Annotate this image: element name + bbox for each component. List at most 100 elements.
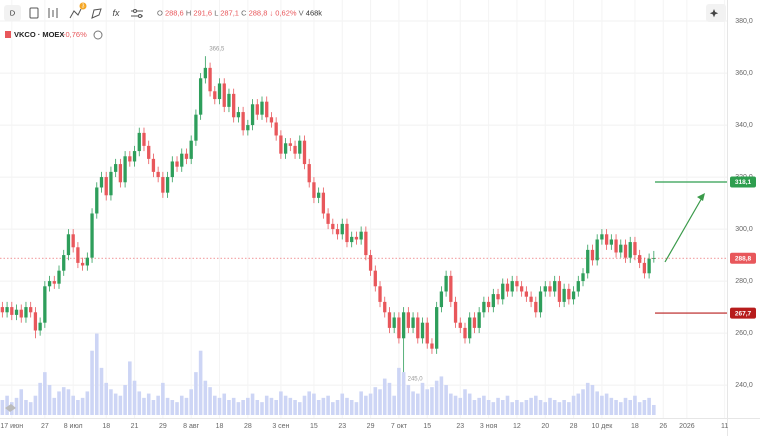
candle-body: [619, 244, 623, 253]
candle-body: [515, 281, 519, 287]
volume-bar: [491, 402, 496, 415]
candle-body: [283, 143, 288, 154]
draw-icon[interactable]: [91, 8, 102, 19]
volume-bar: [5, 395, 9, 415]
volume-bar: [128, 361, 132, 415]
symbol-settings[interactable]: [93, 30, 103, 40]
x-tick-label: 27: [41, 423, 49, 430]
candle-body: [534, 301, 538, 313]
volume-bar: [189, 389, 193, 415]
volume-bar: [368, 393, 373, 415]
volume-bar: [146, 393, 151, 415]
candle-body: [468, 317, 472, 339]
candle-body: [359, 231, 363, 240]
candle-body: [642, 262, 647, 274]
candle-body: [269, 117, 274, 123]
volume-bar: [458, 397, 463, 415]
candle-body: [217, 83, 222, 100]
bars-icon[interactable]: [48, 8, 58, 18]
symbol: VKCO · MOEX: [14, 30, 64, 39]
volume-bar: [590, 385, 595, 415]
volume-bar: [538, 400, 543, 415]
candle-body: [501, 283, 505, 300]
candle-body: [628, 242, 632, 258]
candle-body: [439, 291, 444, 308]
volume-bar: [472, 400, 477, 415]
indicator-icon[interactable]: [69, 8, 82, 19]
badge: [79, 2, 87, 10]
volume-bar: [241, 400, 245, 415]
volume-bar: [628, 400, 633, 415]
compare-icon[interactable]: [29, 7, 39, 19]
volume-bar: [420, 382, 425, 415]
price-label: 267,7: [735, 310, 752, 317]
volume-bar: [406, 385, 411, 415]
volume-bar: [397, 367, 401, 415]
volume-bar: [90, 350, 94, 415]
candle-body: [213, 91, 217, 100]
volume-bar: [382, 378, 387, 415]
candle-body: [354, 236, 359, 240]
candle-body: [142, 132, 146, 146]
candle-body: [161, 177, 165, 193]
volume-bar: [637, 402, 642, 415]
y-tick-label: 380,0: [735, 18, 753, 25]
volume-bar: [529, 397, 533, 415]
volume-bar: [486, 400, 491, 415]
candle-body: [453, 301, 458, 323]
candle-body: [519, 286, 524, 292]
candle-body: [623, 244, 628, 258]
volume-bar: [604, 393, 609, 415]
candle-body: [430, 343, 434, 349]
y-tick-label: 340,0: [735, 122, 753, 129]
price-label-box: [730, 176, 756, 188]
volume-bar: [439, 376, 444, 415]
candle-body: [638, 255, 642, 263]
volume-bar: [345, 397, 349, 415]
volume-bar: [222, 393, 227, 415]
volume-bar: [302, 395, 307, 415]
candle-body: [76, 247, 80, 263]
candles: [0, 56, 656, 373]
volume-bar: [411, 391, 415, 415]
volume-bar: [52, 397, 57, 415]
volume-bar: [71, 395, 75, 415]
scale-icon[interactable]: [5, 404, 16, 412]
volume-bar: [326, 395, 330, 415]
volume-bar: [156, 395, 160, 415]
price-label-box: [730, 252, 756, 264]
interval-button[interactable]: [4, 5, 21, 21]
volume-bar: [165, 397, 170, 415]
volume-bar: [515, 400, 519, 415]
volume-bar: [288, 397, 293, 415]
volume-bar: [179, 395, 184, 415]
x-tick-label: 3 ноя: [480, 423, 498, 430]
candle-body: [529, 296, 533, 302]
extreme-label: 245,0: [408, 377, 424, 383]
x-tick-label: 29: [159, 423, 167, 430]
candle-body: [576, 281, 580, 292]
x-tick-label: 8 июл: [64, 423, 83, 430]
volume-bar: [524, 400, 529, 415]
candle-body: [255, 104, 259, 115]
candle-body: [609, 239, 613, 245]
candle-body: [99, 177, 104, 188]
candle-body: [317, 192, 321, 198]
badge-count: 3: [82, 4, 85, 10]
fx-button[interactable]: fx: [112, 8, 120, 18]
volume-bar: [307, 391, 312, 415]
candle-body: [586, 249, 590, 274]
y-tick-label: 360,0: [735, 70, 753, 77]
volume-bar: [335, 400, 340, 415]
ohlc-value: 288,6: [165, 8, 184, 17]
volume-bar: [623, 397, 628, 415]
ohlc-label: H: [186, 8, 191, 17]
price-label-box: [730, 307, 756, 319]
volume-bar: [434, 380, 439, 415]
x-tick-label: 28: [570, 423, 578, 430]
volume-bar: [364, 395, 368, 415]
candle-body: [553, 281, 557, 292]
candle-body: [208, 67, 212, 92]
candle-body: [236, 112, 241, 118]
x-tick-label: 8 авг: [183, 423, 199, 430]
